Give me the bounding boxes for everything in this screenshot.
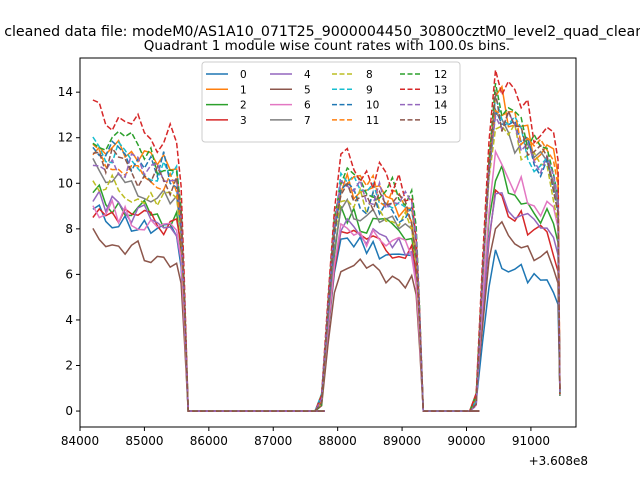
y-tick-label: 2 [65, 359, 73, 373]
legend-label-7: 7 [304, 115, 311, 127]
x-tick-label: 91000 [512, 434, 550, 448]
series-line-3 [92, 188, 561, 412]
plot-lines [92, 69, 561, 412]
legend-label-10: 10 [366, 100, 379, 112]
legend-label-15: 15 [434, 115, 447, 127]
legend-box [201, 61, 461, 143]
x-tick-label: 90000 [447, 434, 485, 448]
y-tick-label: 8 [65, 222, 73, 236]
legend-label-0: 0 [240, 69, 247, 81]
y-tick-label: 6 [65, 267, 73, 281]
series-line-5 [92, 220, 561, 412]
legend-label-9: 9 [366, 84, 373, 96]
suptitle: Light curves for cleaned data file: mode… [0, 24, 640, 40]
series-line-13 [92, 69, 561, 412]
legend-label-3: 3 [240, 115, 247, 127]
legend-label-14: 14 [434, 100, 448, 112]
legend-label-12: 12 [434, 69, 447, 81]
y-tick-label: 4 [65, 313, 73, 327]
legend-label-4: 4 [304, 69, 311, 81]
series-line-7 [92, 111, 561, 412]
series-line-15 [92, 91, 561, 412]
legend-label-8: 8 [366, 69, 373, 81]
series-line-14 [92, 111, 561, 412]
legend-label-1: 1 [240, 84, 247, 96]
x-tick-label: 89000 [383, 434, 421, 448]
series-line-6 [92, 148, 561, 412]
axes-ticks: 84000 85000 86000 87000 88000 89000 90000 91000… [58, 85, 550, 448]
legend-label-13: 13 [434, 84, 447, 96]
y-tick-label: 12 [58, 131, 73, 145]
y-tick-label: 10 [58, 176, 73, 190]
x-tick-label: 87000 [254, 434, 292, 448]
x-tick-label: 88000 [319, 434, 357, 448]
x-tick-label: 84000 [61, 434, 99, 448]
chart-title: Quadrant 1 module wise count rates with … [144, 38, 510, 54]
x-tick-label: 86000 [190, 434, 228, 448]
legend-label-5: 5 [304, 84, 311, 96]
y-tick-label: 0 [65, 404, 73, 418]
axes-frame [79, 57, 577, 428]
x-offset-label: +3.608e8 [529, 454, 588, 468]
y-tick-label: 14 [58, 85, 73, 99]
x-tick-label: 85000 [125, 434, 163, 448]
series-line-0 [92, 203, 561, 412]
series-line-12 [92, 83, 561, 412]
legend-label-2: 2 [240, 100, 247, 112]
legend-label-11: 11 [366, 115, 379, 127]
legend-label-6: 6 [304, 100, 311, 112]
series-line-9 [92, 95, 561, 412]
